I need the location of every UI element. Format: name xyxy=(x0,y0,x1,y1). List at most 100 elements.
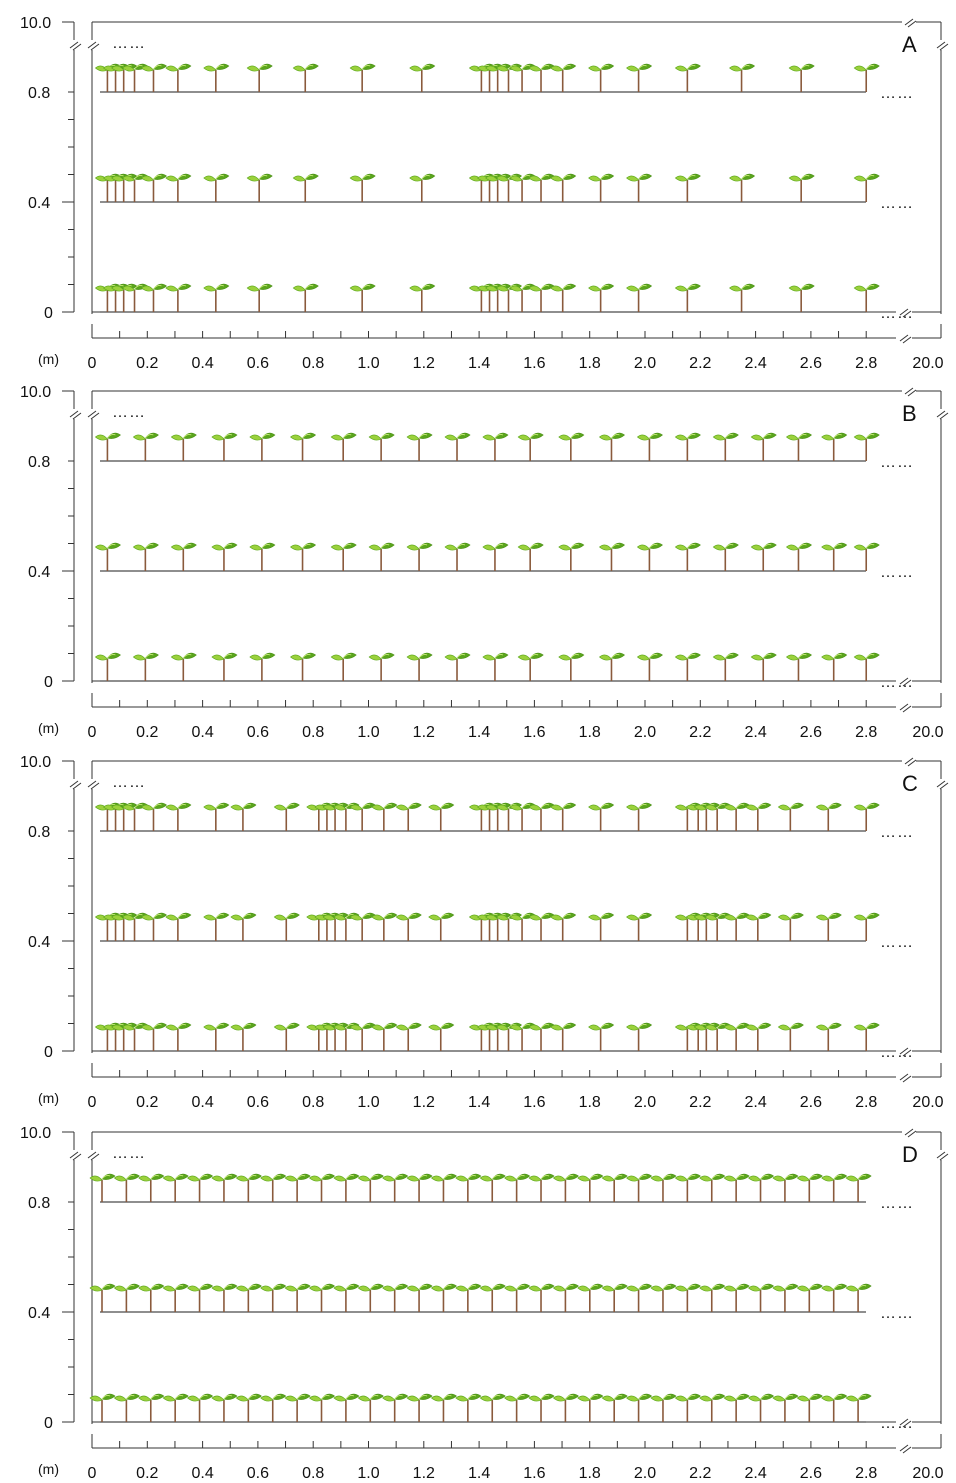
leaf-icon xyxy=(187,1175,201,1182)
leaf-vein xyxy=(735,914,745,919)
x-tick-label: 0.4 xyxy=(191,1465,213,1482)
leaf-vein xyxy=(611,544,620,549)
leaf-vein xyxy=(784,1175,794,1180)
leaf-vein xyxy=(638,65,647,70)
x-tick-label: 2.2 xyxy=(689,1094,711,1111)
leaf-vein xyxy=(565,1285,574,1290)
leaf-vein xyxy=(613,1175,623,1180)
leaf-icon xyxy=(650,1285,664,1292)
row-ellipsis: …… xyxy=(880,934,914,951)
leaf-vein xyxy=(380,654,390,659)
x-tick-label: 1.8 xyxy=(579,355,601,372)
leaf-icon xyxy=(723,1395,737,1402)
leaf-vein xyxy=(134,175,143,180)
leaf-vein xyxy=(589,1395,598,1400)
leaf-vein xyxy=(421,65,430,70)
plant-row-1: …… xyxy=(89,1283,913,1322)
leaf-icon xyxy=(777,914,791,921)
leaf-vein xyxy=(741,175,750,180)
leaf-icon xyxy=(170,544,184,551)
leaf-vein xyxy=(865,285,875,290)
plant-row-0: …… xyxy=(89,1393,913,1432)
leaf-icon xyxy=(504,1175,518,1182)
leaf-icon xyxy=(479,1395,493,1402)
leaf-icon xyxy=(772,1175,786,1182)
leaf-icon xyxy=(357,1285,371,1292)
leaf-icon xyxy=(371,804,385,811)
x-tick-label: 2.6 xyxy=(800,355,822,372)
leaf-vein xyxy=(242,804,252,809)
x-tick-label: 2.6 xyxy=(800,1465,822,1482)
x-unit-label: (m) xyxy=(38,720,59,736)
x-unit-label: (m) xyxy=(38,1461,59,1477)
axis-break-icon xyxy=(939,43,949,51)
leaf-icon xyxy=(777,804,791,811)
leaf-vein xyxy=(562,1024,571,1029)
leaf-vein xyxy=(296,1395,306,1400)
leaf-vein xyxy=(800,175,810,180)
leaf-vein xyxy=(724,654,734,659)
leaf-vein xyxy=(600,804,609,809)
leaf-vein xyxy=(649,654,658,659)
leaf-icon xyxy=(599,544,612,551)
leaf-vein xyxy=(762,654,772,659)
x-end-label: 20.0 xyxy=(912,724,943,741)
leaf-vein xyxy=(302,434,311,439)
leaf-icon xyxy=(517,544,531,551)
leaf-icon xyxy=(577,1285,591,1292)
leaf-vein xyxy=(611,654,620,659)
x-tick-label: 2.0 xyxy=(634,1094,656,1111)
leaf-icon xyxy=(284,1395,298,1402)
leaf-vein xyxy=(418,1285,428,1290)
leaf-icon xyxy=(528,1285,542,1292)
leaf-icon xyxy=(477,175,491,182)
leaf-icon xyxy=(485,285,499,292)
leaf-icon xyxy=(636,434,650,441)
leaf-icon xyxy=(371,1024,385,1031)
leaf-vein xyxy=(456,654,466,659)
y-tick-label: 0.4 xyxy=(28,1305,50,1322)
leaf-icon xyxy=(349,285,363,292)
leaf-icon xyxy=(333,1024,347,1031)
leaf-icon xyxy=(165,804,179,811)
leaf-icon xyxy=(333,1175,347,1182)
leaf-icon xyxy=(853,1024,867,1031)
leaf-icon xyxy=(528,1395,542,1402)
axis-break-icon xyxy=(87,41,97,49)
leaf-vein xyxy=(394,1175,403,1180)
leaf-vein xyxy=(516,1285,525,1290)
y-tick-label: 0 xyxy=(44,1415,53,1432)
leaf-icon xyxy=(444,654,458,661)
leaf-icon xyxy=(306,804,320,811)
leaf-vein xyxy=(361,285,371,290)
leaf-icon xyxy=(409,65,423,72)
axis-break-icon xyxy=(902,705,912,713)
leaf-icon xyxy=(496,914,509,921)
leaf-vein xyxy=(827,914,837,919)
leaf-icon xyxy=(674,1175,688,1182)
axis-break-icon xyxy=(899,1073,909,1081)
y-tick-label: 0 xyxy=(44,305,53,322)
leaf-icon xyxy=(712,434,726,441)
x-tick-label: 1.0 xyxy=(357,1094,379,1111)
leaf-icon xyxy=(94,285,108,292)
x-tick-label: 0.8 xyxy=(302,355,324,372)
leaf-icon xyxy=(94,65,108,72)
axis-break-icon xyxy=(87,780,97,788)
leaf-icon xyxy=(509,285,523,292)
panel-b: 10.0 0 0.4 0.8 B …… …… …… …… (m) 0 0.2 0.4 0.6 0.8 1.0 1… xyxy=(20,384,949,741)
continuation-ellipsis: …… xyxy=(112,404,146,421)
leaf-vein xyxy=(711,1395,720,1400)
leaf-icon xyxy=(395,914,409,921)
leaf-icon xyxy=(368,654,382,661)
leaf-vein xyxy=(418,654,428,659)
leaf-icon xyxy=(528,175,542,182)
leaf-vein xyxy=(153,914,162,919)
leaf-icon xyxy=(626,914,640,921)
leaf-icon xyxy=(674,914,688,921)
leaf-icon xyxy=(626,65,640,72)
axis-break-icon xyxy=(902,1420,912,1428)
leaf-vein xyxy=(760,1285,769,1290)
leaf-vein xyxy=(600,175,609,180)
leaf-vein xyxy=(421,175,430,180)
